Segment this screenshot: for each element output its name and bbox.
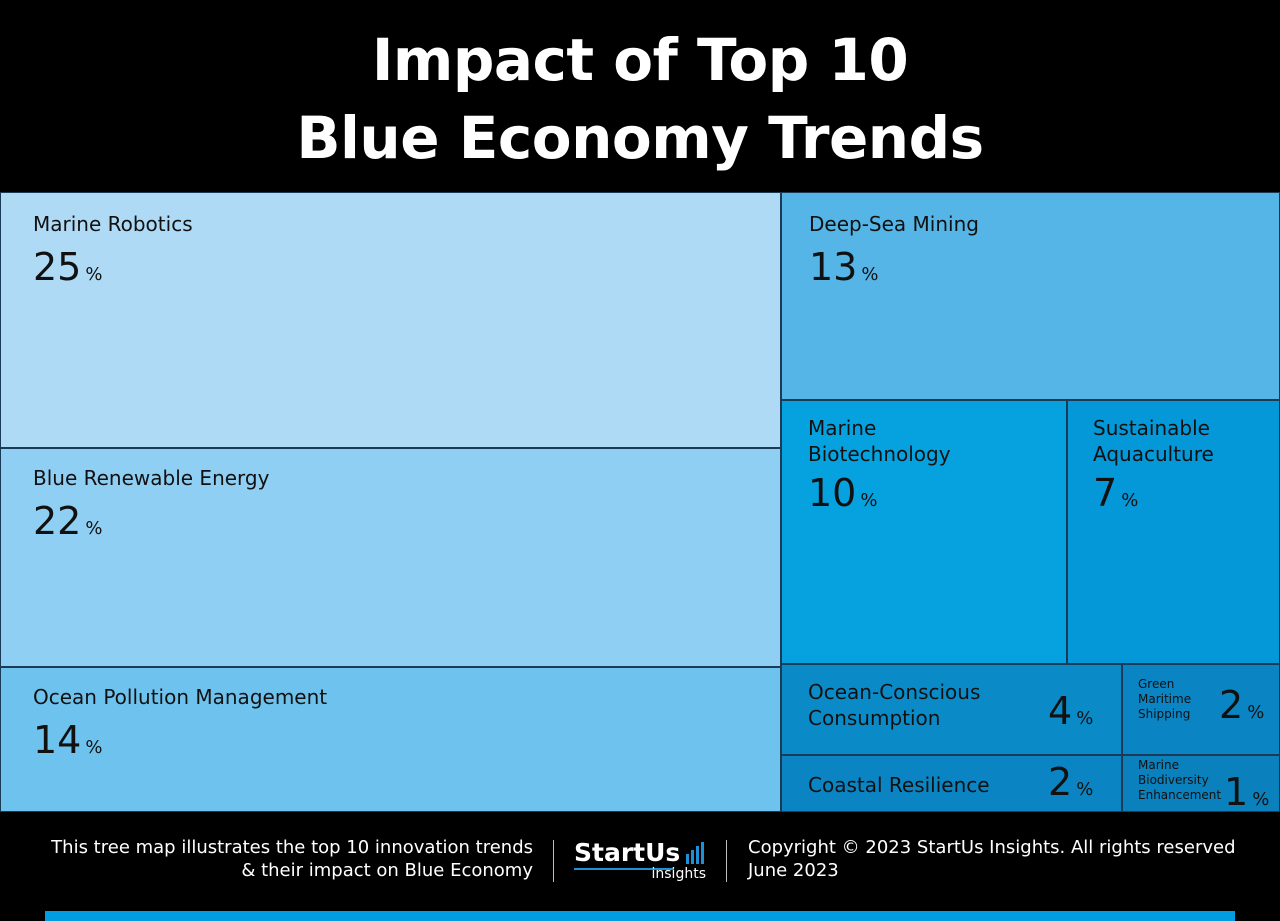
logo-wordmark: StartUs xyxy=(574,838,681,867)
startus-insights-logo: StartUs insights xyxy=(574,838,714,884)
treemap-tile-value: 10% xyxy=(808,471,878,515)
footer-divider-left xyxy=(553,840,554,882)
treemap-tile: Marine Biodiversity Enhancement 1% xyxy=(1122,755,1280,812)
treemap-tile-value: 2% xyxy=(1219,683,1265,727)
treemap-tile-label: Green Maritime Shipping xyxy=(1138,677,1192,721)
treemap-tile: Sustainable Aquaculture 7% xyxy=(1067,400,1280,664)
treemap-tile-value: 14% xyxy=(33,718,103,762)
treemap-tile: Deep-Sea Mining 13% xyxy=(781,192,1280,400)
treemap-tile-label: Deep-Sea Mining xyxy=(809,212,979,236)
treemap-tile-label: Blue Renewable Energy xyxy=(33,466,270,490)
treemap-tile: Ocean-Conscious Consumption 4% xyxy=(781,664,1122,755)
treemap-tile-label: Marine Biodiversity Enhancement xyxy=(1138,758,1222,802)
treemap-tile: Marine Biotechnology 10% xyxy=(781,400,1067,664)
copyright-text: Copyright © 2023 StartUs Insights. All r… xyxy=(748,837,1236,858)
treemap-tile-value: 25% xyxy=(33,245,103,289)
treemap-tile: Marine Robotics 25% xyxy=(0,192,781,448)
publication-date: June 2023 xyxy=(748,860,839,881)
page-title-line-2: Blue Economy Trends xyxy=(296,104,984,172)
footer-description: This tree map illustrates the top 10 inn… xyxy=(51,836,533,882)
treemap-tile-label: Sustainable Aquaculture xyxy=(1093,416,1214,466)
treemap-tile-label: Marine Biotechnology xyxy=(808,416,951,466)
treemap-tile-label: Marine Robotics xyxy=(33,212,193,236)
treemap-tile: Blue Renewable Energy 22% xyxy=(0,448,781,667)
logo-subtext: insights xyxy=(651,866,707,882)
footer-copyright-block: Copyright © 2023 StartUs Insights. All r… xyxy=(748,836,1236,882)
treemap-tile-label: Ocean Pollution Management xyxy=(33,685,328,709)
treemap-tile-label: Coastal Resilience xyxy=(808,773,990,797)
treemap-chart: Marine Robotics 25% Blue Renewable Energy 2… xyxy=(0,192,1280,812)
treemap-tile: Coastal Resilience 2% xyxy=(781,755,1122,812)
page-title-line-1: Impact of Top 10 xyxy=(371,26,909,94)
treemap-tile: Green Maritime Shipping 2% xyxy=(1122,664,1280,755)
treemap-tile-value: 7% xyxy=(1093,471,1139,515)
logo-underline xyxy=(574,868,674,870)
treemap-tile-value: 13% xyxy=(809,245,879,289)
footer: This tree map illustrates the top 10 inn… xyxy=(0,812,1280,921)
footer-description-line-1: This tree map illustrates the top 10 inn… xyxy=(51,837,533,858)
header: Impact of Top 10 Blue Economy Trends xyxy=(0,0,1280,192)
treemap-tile-value: 2% xyxy=(1048,760,1094,804)
treemap-tile-label: Ocean-Conscious Consumption xyxy=(808,680,981,730)
treemap-tile-value: 4% xyxy=(1048,689,1094,733)
bottom-accent-bar xyxy=(45,911,1235,921)
footer-description-line-2: & their impact on Blue Economy xyxy=(241,860,533,881)
footer-divider-right xyxy=(726,840,727,882)
treemap-tile-value: 1% xyxy=(1224,770,1270,812)
treemap-tile-value: 22% xyxy=(33,499,103,543)
treemap-tile: Ocean Pollution Management 14% xyxy=(0,667,781,812)
